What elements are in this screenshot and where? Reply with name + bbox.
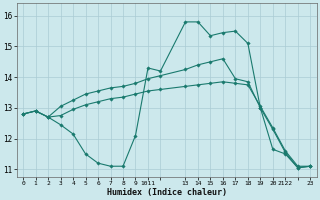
X-axis label: Humidex (Indice chaleur): Humidex (Indice chaleur) <box>107 188 227 197</box>
